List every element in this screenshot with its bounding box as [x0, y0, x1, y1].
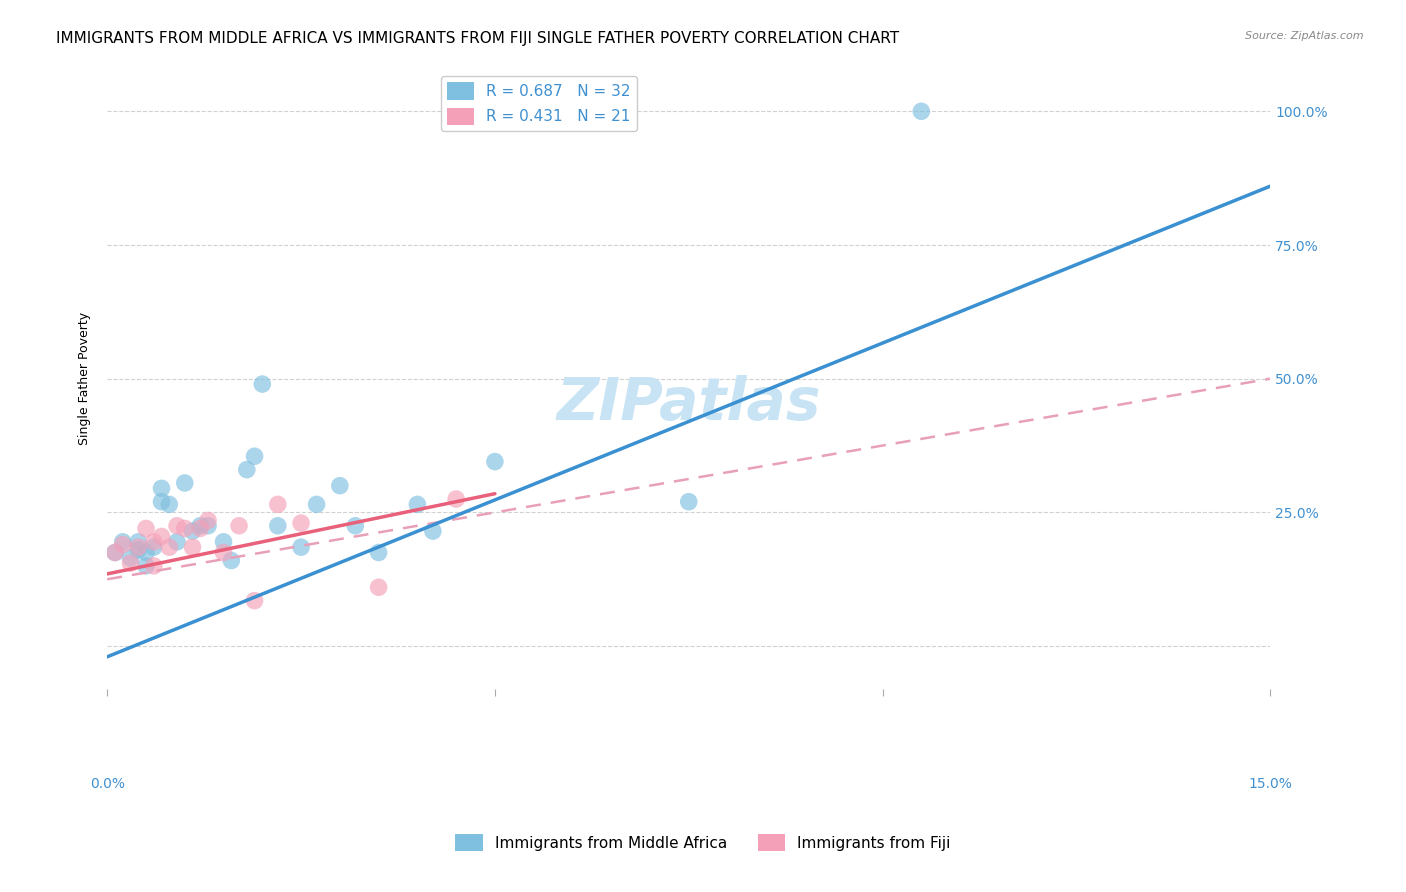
- Point: [221, 553, 243, 567]
- Point: [305, 497, 328, 511]
- Point: [290, 540, 312, 554]
- Point: [150, 529, 173, 543]
- Point: [173, 521, 195, 535]
- Point: [188, 521, 211, 535]
- Point: [111, 537, 134, 551]
- Point: [127, 540, 149, 554]
- Point: [367, 580, 389, 594]
- Point: [212, 534, 235, 549]
- Point: [142, 558, 165, 573]
- Point: [484, 454, 506, 468]
- Point: [104, 545, 127, 559]
- Text: 15.0%: 15.0%: [1249, 778, 1292, 791]
- Point: [150, 494, 173, 508]
- Point: [166, 518, 188, 533]
- Point: [243, 449, 266, 463]
- Point: [197, 513, 219, 527]
- Point: [252, 377, 274, 392]
- Point: [150, 481, 173, 495]
- Point: [290, 516, 312, 530]
- Point: [181, 524, 204, 538]
- Point: [142, 540, 165, 554]
- Point: [135, 545, 157, 559]
- Point: [157, 540, 180, 554]
- Point: [135, 521, 157, 535]
- Point: [212, 545, 235, 559]
- Point: [228, 518, 250, 533]
- Text: Source: ZipAtlas.com: Source: ZipAtlas.com: [1246, 31, 1364, 41]
- Point: [173, 475, 195, 490]
- Point: [367, 545, 389, 559]
- Point: [127, 542, 149, 557]
- Point: [406, 497, 429, 511]
- Point: [329, 478, 352, 492]
- Point: [111, 534, 134, 549]
- Point: [166, 534, 188, 549]
- Point: [422, 524, 444, 538]
- Point: [910, 104, 932, 119]
- Point: [104, 545, 127, 559]
- Point: [120, 556, 142, 570]
- Legend: Immigrants from Middle Africa, Immigrants from Fiji: Immigrants from Middle Africa, Immigrant…: [449, 828, 957, 857]
- Text: IMMIGRANTS FROM MIDDLE AFRICA VS IMMIGRANTS FROM FIJI SINGLE FATHER POVERTY CORR: IMMIGRANTS FROM MIDDLE AFRICA VS IMMIGRA…: [56, 31, 900, 46]
- Y-axis label: Single Father Poverty: Single Father Poverty: [79, 312, 91, 445]
- Point: [181, 540, 204, 554]
- Legend: R = 0.687   N = 32, R = 0.431   N = 21: R = 0.687 N = 32, R = 0.431 N = 21: [440, 76, 637, 131]
- Point: [678, 494, 700, 508]
- Point: [236, 462, 259, 476]
- Point: [142, 534, 165, 549]
- Point: [188, 518, 211, 533]
- Point: [267, 518, 290, 533]
- Point: [197, 518, 219, 533]
- Point: [135, 558, 157, 573]
- Point: [157, 497, 180, 511]
- Point: [267, 497, 290, 511]
- Text: ZIPatlas: ZIPatlas: [557, 375, 821, 432]
- Point: [243, 593, 266, 607]
- Point: [444, 491, 467, 506]
- Point: [120, 550, 142, 565]
- Text: 0.0%: 0.0%: [90, 778, 125, 791]
- Point: [127, 534, 149, 549]
- Point: [344, 518, 367, 533]
